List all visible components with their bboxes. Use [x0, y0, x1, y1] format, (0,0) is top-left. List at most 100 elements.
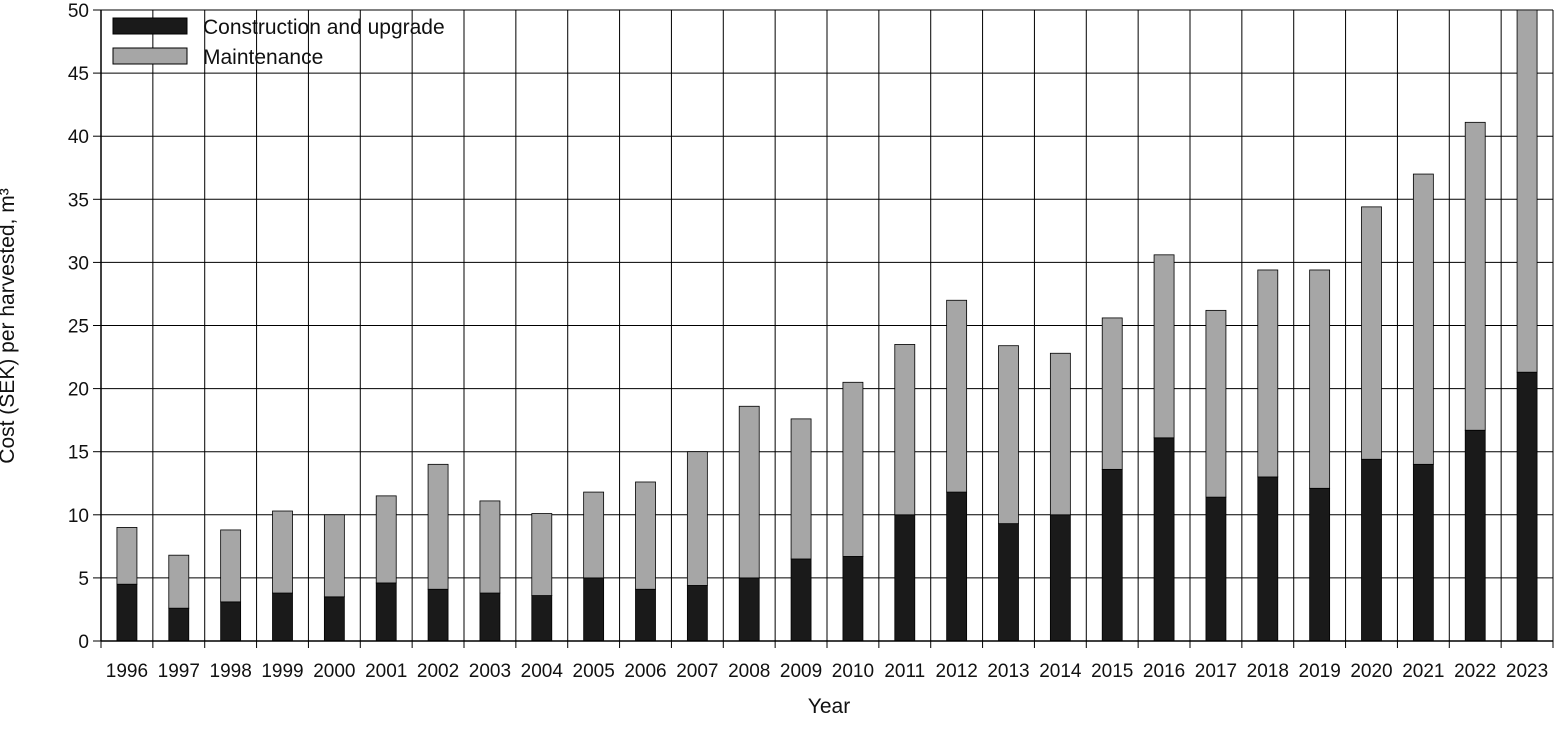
legend-swatch-maintenance — [112, 47, 188, 65]
x-tick-label: 1998 — [210, 661, 252, 682]
bar-maintenance-segment — [1257, 269, 1279, 478]
bar-maintenance-segment — [1153, 254, 1175, 439]
bar-maintenance-segment — [946, 299, 968, 493]
x-tick-label: 2019 — [1299, 661, 1341, 682]
bar-construction-segment — [1205, 496, 1227, 642]
bar-construction-segment — [427, 588, 449, 642]
bar-construction-segment — [635, 588, 656, 642]
legend: Construction and upgrade Maintenance — [112, 16, 445, 69]
bar-maintenance-segment — [116, 527, 138, 585]
y-tick-label: 50 — [68, 1, 89, 22]
bar-construction-segment — [894, 514, 916, 642]
y-tick-label: 5 — [78, 569, 89, 590]
y-tick-label: 10 — [68, 506, 89, 527]
bar-maintenance-segment — [1412, 173, 1434, 465]
x-tick-label: 2017 — [1195, 661, 1237, 682]
bar-construction-segment — [479, 592, 501, 642]
bar-maintenance-segment — [323, 514, 345, 598]
bar-construction-segment — [790, 558, 812, 642]
x-tick-label: 2001 — [365, 661, 407, 682]
bar-maintenance-segment — [272, 510, 293, 594]
bar-maintenance-segment — [894, 344, 916, 516]
bar-maintenance-segment — [738, 405, 760, 579]
y-tick-label: 20 — [68, 380, 89, 401]
bar-construction-segment — [1361, 458, 1382, 642]
bar-maintenance-segment — [1464, 121, 1486, 431]
bar-maintenance-segment — [1205, 309, 1227, 498]
y-tick-label: 25 — [68, 317, 89, 338]
bar-maintenance-segment — [790, 418, 812, 560]
bar-maintenance-segment — [1049, 352, 1071, 516]
x-tick-label: 1999 — [261, 661, 303, 682]
x-tick-label: 2002 — [417, 661, 459, 682]
bar-construction-segment — [116, 583, 138, 642]
legend-label-maintenance: Maintenance — [203, 46, 323, 69]
x-tick-label: 2000 — [313, 661, 355, 682]
x-tick-labels: 1996 1997 1998 1999 2000 2001 2002 2003 2004 2005… — [106, 661, 1548, 682]
bar-construction-segment — [1309, 487, 1331, 642]
bar-maintenance-segment — [1361, 206, 1382, 460]
bar-maintenance-segment — [998, 345, 1019, 525]
legend-swatch-construction — [112, 17, 188, 35]
bar-construction-segment — [583, 577, 605, 642]
x-tick-label: 2023 — [1506, 661, 1548, 682]
bar-construction-segment — [738, 577, 760, 642]
bar-construction-segment — [1516, 371, 1538, 642]
bar-construction-segment — [168, 607, 190, 642]
x-tick-label: 2007 — [676, 661, 718, 682]
bar-maintenance-segment — [531, 513, 553, 596]
bar-construction-segment — [1464, 429, 1486, 642]
bar-maintenance-segment — [1101, 317, 1123, 470]
y-tick-label: 15 — [68, 443, 89, 464]
x-tick-label: 2015 — [1091, 661, 1133, 682]
x-tick-label: 2009 — [780, 661, 822, 682]
x-axis-title: Year — [808, 695, 850, 718]
x-tick-label: 2008 — [728, 661, 770, 682]
x-tick-label: 2005 — [573, 661, 615, 682]
x-tick-label: 2012 — [936, 661, 978, 682]
x-tick-label: 2014 — [1039, 661, 1082, 682]
bar-construction-segment — [946, 491, 968, 642]
bar-maintenance-segment — [168, 554, 190, 609]
bar-construction-segment — [686, 585, 708, 642]
legend-label-construction: Construction and upgrade — [203, 16, 445, 39]
bar-maintenance-segment — [1516, 9, 1538, 373]
bar-construction-segment — [1257, 476, 1279, 642]
bar-construction-segment — [1153, 437, 1175, 642]
bar-maintenance-segment — [686, 451, 708, 586]
bar-maintenance-segment — [583, 491, 605, 579]
x-tick-label: 2010 — [832, 661, 874, 682]
y-axis-title: Cost (SEK) per harvested, m³ — [0, 188, 19, 463]
bar-maintenance-segment — [1309, 269, 1331, 489]
y-tick-label: 0 — [78, 632, 89, 653]
bar-construction-segment — [1412, 463, 1434, 642]
bar-maintenance-segment — [427, 463, 449, 590]
y-tick-label: 30 — [68, 253, 89, 274]
bar-construction-segment — [998, 523, 1019, 642]
bar-construction-segment — [1101, 468, 1123, 642]
x-tick-label: 2003 — [469, 661, 511, 682]
bar-construction-segment — [842, 556, 864, 642]
bar-construction-segment — [531, 595, 553, 642]
y-tick-labels: 0 5 10 15 20 25 30 35 40 45 50 — [68, 1, 89, 653]
x-tick-label: 2021 — [1402, 661, 1444, 682]
bar-construction-segment — [323, 596, 345, 642]
x-tick-label: 2018 — [1247, 661, 1289, 682]
y-tick-label: 45 — [68, 64, 89, 85]
x-tick-label: 1996 — [106, 661, 148, 682]
x-tick-label: 2006 — [624, 661, 666, 682]
bar-maintenance-segment — [375, 495, 397, 584]
y-tick-label: 35 — [68, 190, 89, 211]
axes — [93, 9, 1554, 648]
x-tick-label: 2020 — [1350, 661, 1392, 682]
bar-construction-segment — [375, 582, 397, 642]
x-tick-label: 2004 — [521, 661, 564, 682]
bar-maintenance-segment — [220, 529, 242, 603]
x-tick-label: 1997 — [158, 661, 200, 682]
bar-construction-segment — [1049, 514, 1071, 642]
y-tick-label: 40 — [68, 127, 89, 148]
bar-maintenance-segment — [842, 381, 864, 557]
x-tick-label: 2013 — [987, 661, 1029, 682]
